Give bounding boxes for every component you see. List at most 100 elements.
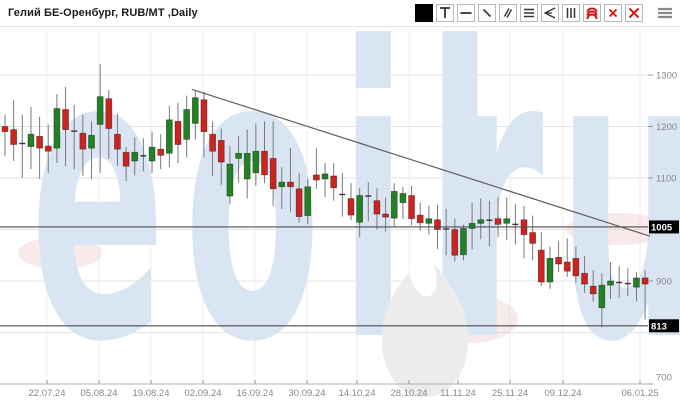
candle-up (252, 150, 260, 174)
drawing-toolbar (415, 4, 674, 22)
candle-down (1, 126, 9, 133)
fan-icon (543, 7, 556, 19)
menu-button[interactable] (656, 4, 674, 22)
watermark-text-right: ru (445, 27, 680, 407)
horizontal-line-icon (460, 12, 472, 14)
x-tick-label: 25.11.24 (492, 388, 528, 399)
candle-up (321, 173, 329, 180)
candle-up (468, 222, 476, 229)
candle-up (96, 96, 104, 125)
candle-down (555, 256, 562, 265)
candle-up (598, 284, 606, 309)
time-zones-tool-button[interactable] (562, 4, 580, 22)
horizontal-line-tool-button[interactable] (457, 4, 475, 22)
x-tick-label: 09.12.24 (545, 388, 582, 399)
candle-down (416, 214, 424, 224)
text-icon (440, 7, 450, 18)
candle-up (166, 119, 173, 154)
x-tick-label: 14.10.24 (339, 388, 376, 399)
candle-up (425, 218, 433, 224)
candle-down (209, 133, 216, 152)
candle-down (114, 133, 121, 150)
x-tick-label: 06.01.25 (622, 388, 659, 399)
candle-down (581, 272, 588, 285)
candle-down (122, 151, 130, 167)
candle-down (10, 129, 17, 145)
candle-up (356, 195, 363, 223)
candle-down (200, 99, 208, 133)
x-tick-label: 22.07.24 (29, 388, 66, 399)
x-tick-label: 19.08.24 (133, 388, 170, 399)
candle-down (44, 145, 52, 152)
parallel-channel-icon (503, 8, 513, 18)
delete-tool-button[interactable] (604, 4, 622, 22)
candle-down (287, 181, 294, 188)
candle-down (434, 219, 441, 230)
red-x-icon (608, 8, 618, 18)
candle-down (295, 188, 303, 217)
candle-down (313, 174, 320, 181)
candle-up (633, 277, 640, 288)
candle-up (88, 134, 95, 149)
x-tick-label: 11.11.24 (440, 388, 476, 399)
candle-down (79, 132, 87, 150)
price-badge-1005: 1005 (649, 220, 679, 234)
candle-down (174, 120, 182, 145)
y-tick-label: 1200 (656, 122, 677, 133)
candle-down (641, 277, 649, 285)
candle-down (451, 229, 459, 256)
candle-up (226, 163, 234, 197)
y-tick-label: 700 (656, 373, 672, 384)
y-tick-label: 1100 (656, 174, 676, 185)
trend-line-icon (482, 8, 492, 18)
parallel-channel-tool-button[interactable] (499, 4, 517, 22)
trend-line-tool-button[interactable] (478, 4, 496, 22)
y-axis-labels: 1300 1200 1100 900 700 (648, 71, 677, 385)
candle-up (27, 133, 35, 147)
fan-tool-button[interactable] (541, 4, 559, 22)
chart-canvas[interactable]: eoilru1005 813 22.07.24 05.08.24 19.08.24 02.… (0, 27, 680, 407)
color-swatch-button[interactable] (415, 4, 433, 22)
candle-up (131, 151, 139, 162)
candle-down (373, 200, 381, 215)
candle-down (589, 285, 597, 295)
candle-up (460, 228, 467, 256)
candle-down (563, 261, 571, 272)
x-tick-label: 28.10.24 (391, 388, 428, 399)
candle-down (269, 158, 277, 190)
candle-down (347, 198, 355, 216)
text-tool-button[interactable] (436, 4, 454, 22)
candle-down (408, 195, 415, 220)
descending-trendline[interactable] (191, 88, 651, 237)
arcs-tool-button[interactable] (583, 4, 601, 22)
vertical-lines-icon (566, 8, 576, 18)
chart-header: Гелий БЕ-Оренбург, RUB/MT ,Daily (0, 0, 680, 27)
candle-down (261, 150, 268, 176)
candles-layer (1, 64, 649, 328)
fibonacci-retracement-tool-button[interactable] (520, 4, 538, 22)
candle-down (62, 109, 69, 130)
candle-up (53, 108, 61, 149)
chart-title: Гелий БЕ-Оренбург, RUB/MT ,Daily (8, 7, 198, 19)
candle-down (529, 232, 537, 244)
x-tick-label: 30.09.24 (289, 388, 326, 399)
fibonacci-arcs-icon (586, 7, 598, 20)
delete-all-tool-button[interactable] (625, 4, 643, 22)
candle-up (503, 218, 511, 224)
candle-up (607, 280, 614, 286)
candle-up (243, 152, 251, 180)
y-tick-label: 1300 (656, 71, 677, 82)
price-badge-813: 813 (649, 319, 679, 333)
candle-up (191, 97, 199, 124)
candle-down (36, 135, 43, 149)
x-tick-label: 05.08.24 (81, 388, 118, 399)
candle-down (494, 218, 502, 225)
x-tick-label: 16.09.24 (237, 388, 274, 399)
candle-up (399, 193, 407, 204)
candle-up (304, 186, 312, 216)
candle-up (183, 109, 190, 140)
x-axis-labels: 22.07.24 05.08.24 19.08.24 02.09.24 16.09.24… (29, 380, 659, 399)
hamburger-menu-icon (658, 7, 672, 19)
candle-down (217, 140, 225, 163)
